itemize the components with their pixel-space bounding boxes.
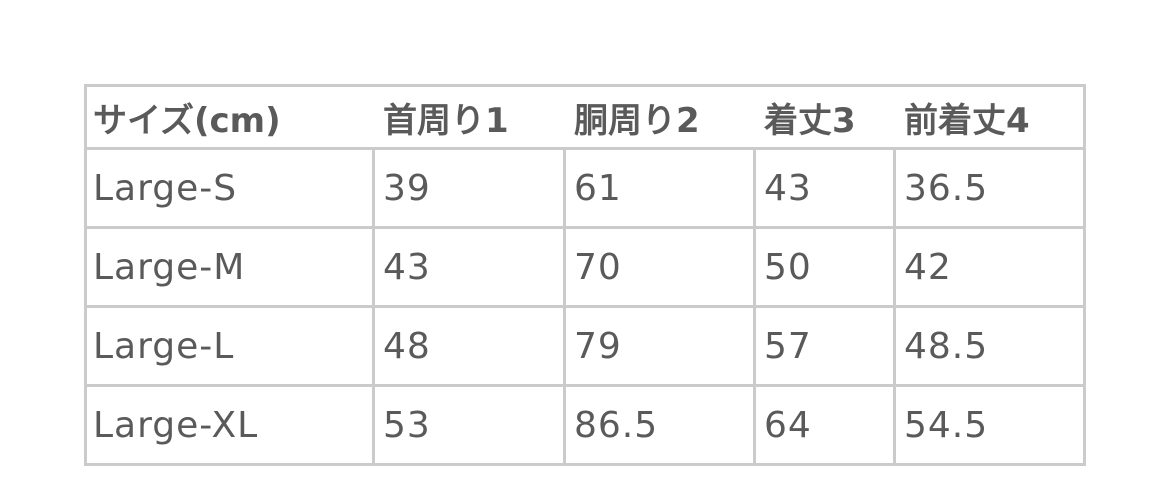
table-cell: 70 (566, 229, 756, 305)
table-row: Large-XL 53 86.5 64 54.5 (87, 387, 1083, 463)
table-cell: Large-L (87, 308, 375, 384)
table-cell: Large-S (87, 150, 375, 226)
table-cell: 61 (566, 150, 756, 226)
header-cell: サイズ(cm) (93, 100, 281, 141)
table-cell: 64 (756, 387, 896, 463)
table-cell: Large-M (87, 229, 375, 305)
table-cell: 42 (904, 246, 952, 288)
table-cell: 54.5 (904, 404, 989, 446)
size-table: サイズ(cm) 首周り1 胴周り2 着丈3 前着丈4 Large-S 39 61 43… (84, 84, 1086, 466)
table-cell: 43 (756, 150, 896, 226)
table-cell: 39 (375, 150, 566, 226)
header-cell: 着丈3 (764, 100, 856, 141)
table-cell: 48 (375, 308, 566, 384)
table-cell: 79 (566, 308, 756, 384)
table-cell: 36.5 (904, 167, 989, 209)
table-cell: 48.5 (904, 325, 989, 367)
header-cell: 胴周り2 (574, 100, 700, 141)
table-cell: 53 (375, 387, 566, 463)
table-cell: 43 (375, 229, 566, 305)
table-header: サイズ(cm) 首周り1 胴周り2 着丈3 前着丈4 (87, 87, 1083, 150)
table-cell: 86.5 (566, 387, 756, 463)
table-cell: 50 (756, 229, 896, 305)
table-row: Large-M 43 70 50 42 (87, 229, 1083, 308)
table-row: Large-L 48 79 57 48.5 (87, 308, 1083, 387)
table-cell: 57 (756, 308, 896, 384)
header-cell: 首周り1 (383, 100, 509, 141)
table-cell: Large-XL (87, 387, 375, 463)
table-row: Large-S 39 61 43 36.5 (87, 150, 1083, 229)
header-cell: 前着丈4 (904, 100, 1030, 141)
